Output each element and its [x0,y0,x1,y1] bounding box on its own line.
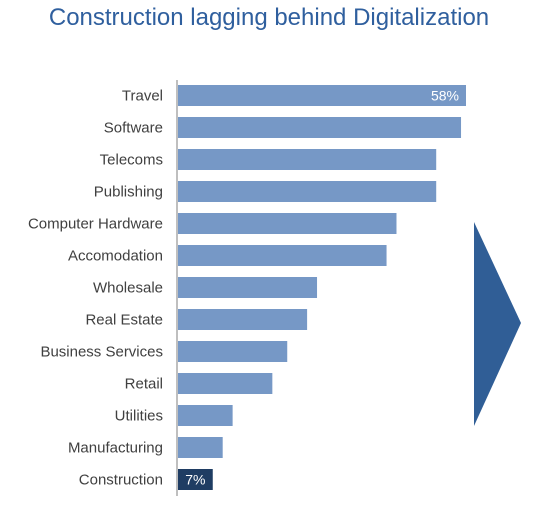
right-arrow-icon [474,222,521,426]
category-label: Construction [79,472,163,489]
category-label: Wholesale [93,280,163,297]
category-label: Real Estate [85,312,163,329]
bar-utilities [178,405,233,426]
category-labels: Travel 58% Software Telecoms Publishing Compu… [28,88,459,489]
category-label: Accomodation [68,248,163,265]
category-label: Travel [122,88,163,105]
category-label: Computer Hardware [28,216,163,233]
bar-real-estate [178,309,308,330]
category-label: Utilities [115,408,163,425]
category-label: Publishing [94,184,163,201]
category-label: Telecoms [100,152,163,169]
bars-layer [178,85,466,490]
category-label: Software [104,120,163,137]
bar-software [178,117,462,138]
chart-title: Construction lagging behind Digitalizati… [48,4,490,31]
bar-business-services [178,341,288,362]
bar-travel [178,85,466,106]
bar-computer-hardware [178,213,397,234]
category-label: Manufacturing [68,440,163,457]
bar-telecoms [178,149,437,170]
data-label-construction: 7% [185,472,205,488]
data-label-travel: 58% [431,88,459,104]
bar-manufacturing [178,437,223,458]
bar-accomodation [178,245,387,266]
bar-publishing [178,181,437,202]
bar-construction [178,469,213,490]
category-label: Business Services [40,344,163,361]
bar-retail [178,373,273,394]
bar-wholesale [178,277,318,298]
category-label: Retail [125,376,163,393]
